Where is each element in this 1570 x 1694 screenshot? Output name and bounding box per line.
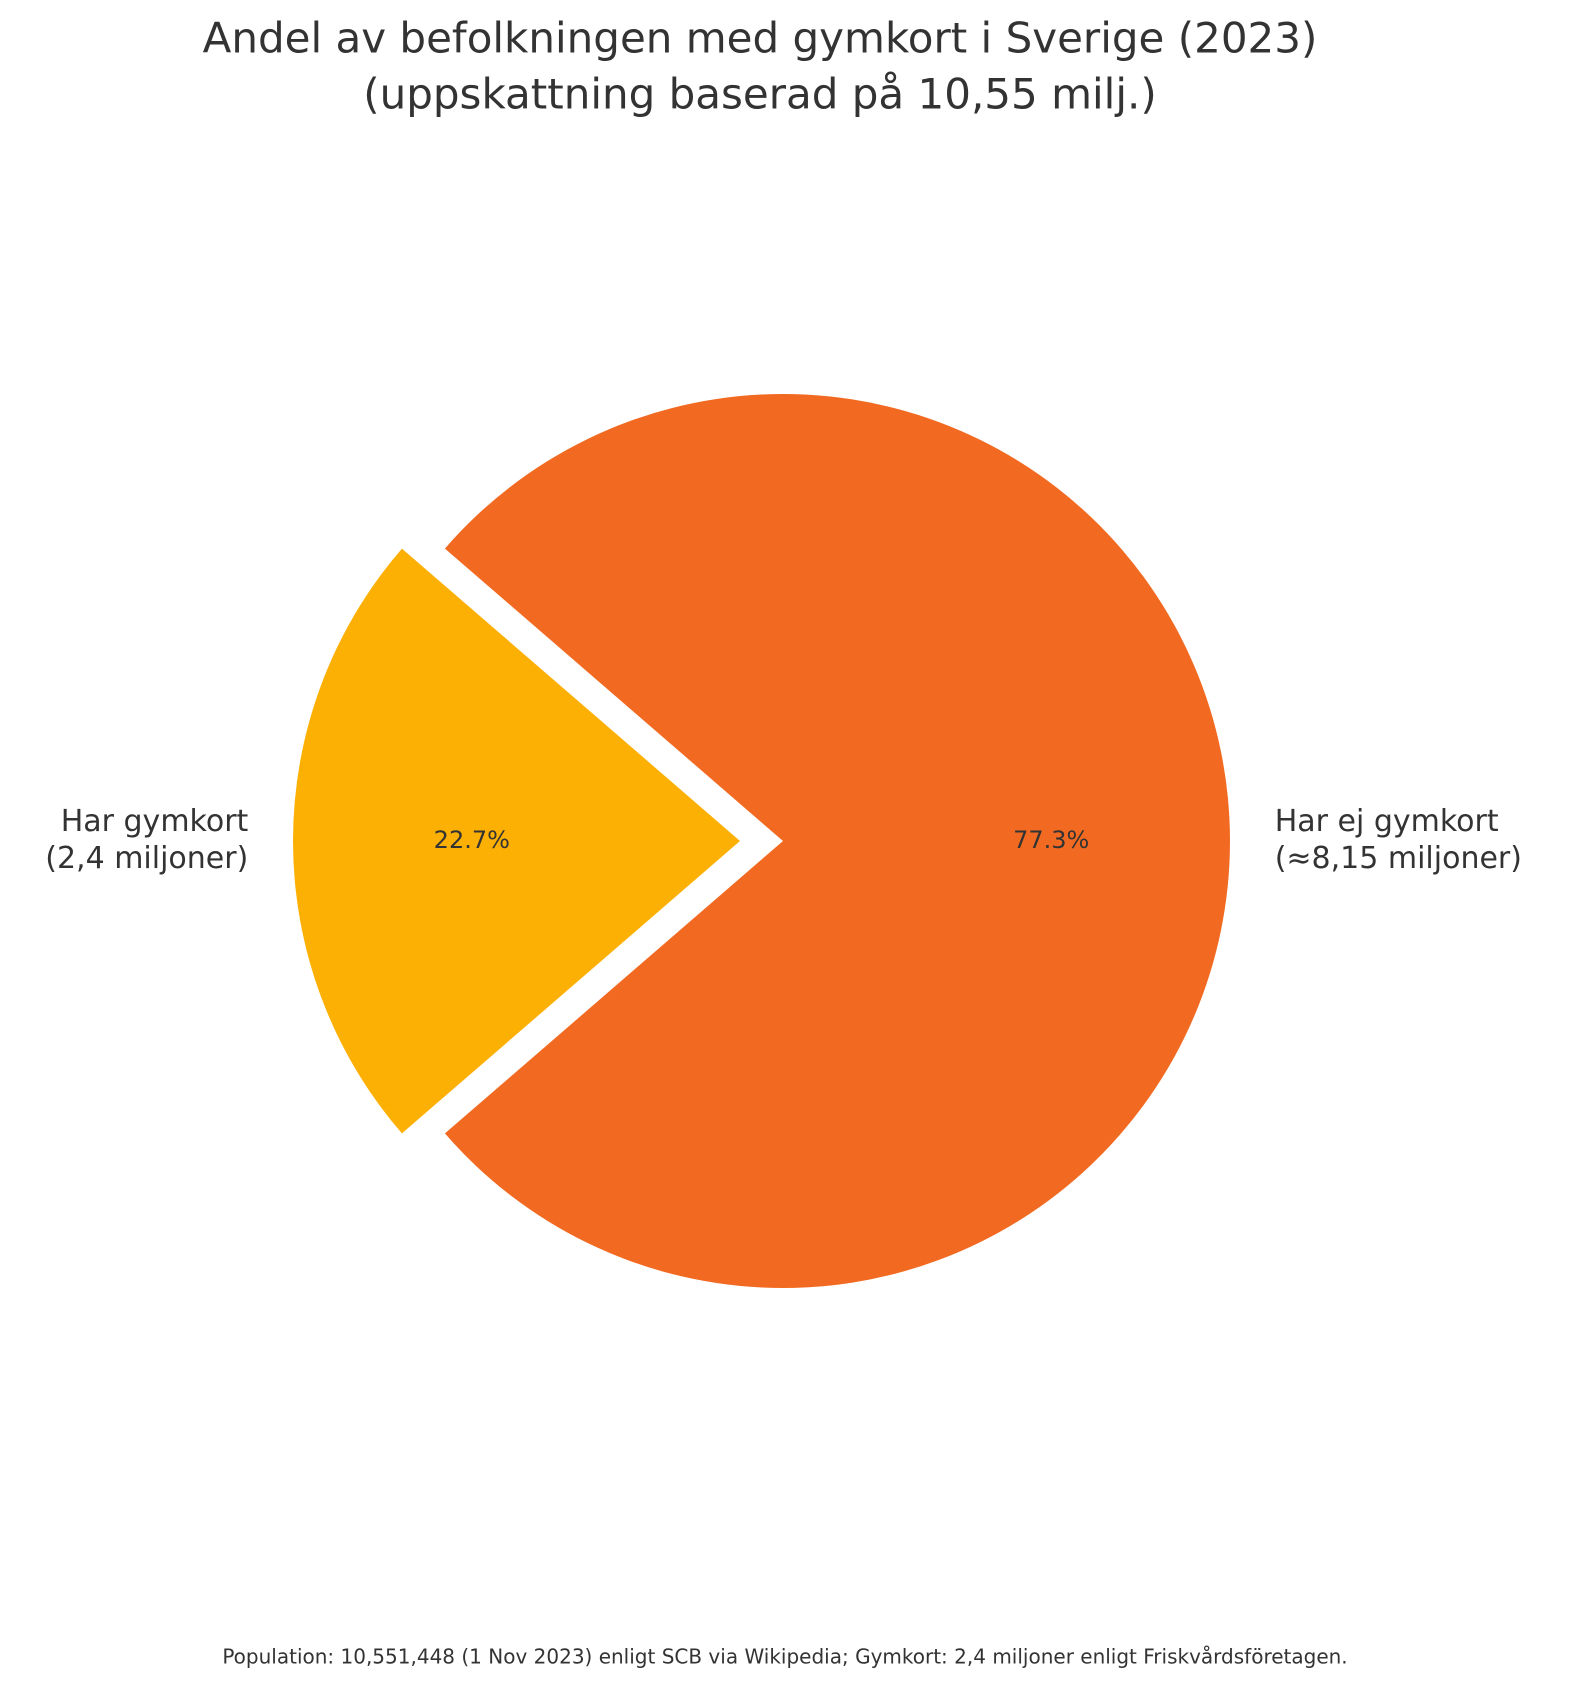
slice-label: Har ej gymkort: [1275, 804, 1499, 839]
chart-subtitle: (uppskattning baserad på 10,55 milj.): [363, 70, 1157, 119]
footnote: Population: 10,551,448 (1 Nov 2023) enli…: [222, 1645, 1347, 1669]
value-label: 77.3%: [1013, 826, 1089, 854]
value-label: 22.7%: [434, 826, 510, 854]
chart-title: Andel av befolkningen med gymkort i Sver…: [203, 14, 1318, 63]
pie-slice: [444, 394, 1230, 1288]
slice-label: Har gymkort: [61, 804, 249, 839]
pie-slice: [293, 548, 740, 1134]
slice-label: (≈8,15 miljoner): [1275, 841, 1522, 876]
slice-label: (2,4 miljoner): [45, 841, 248, 876]
